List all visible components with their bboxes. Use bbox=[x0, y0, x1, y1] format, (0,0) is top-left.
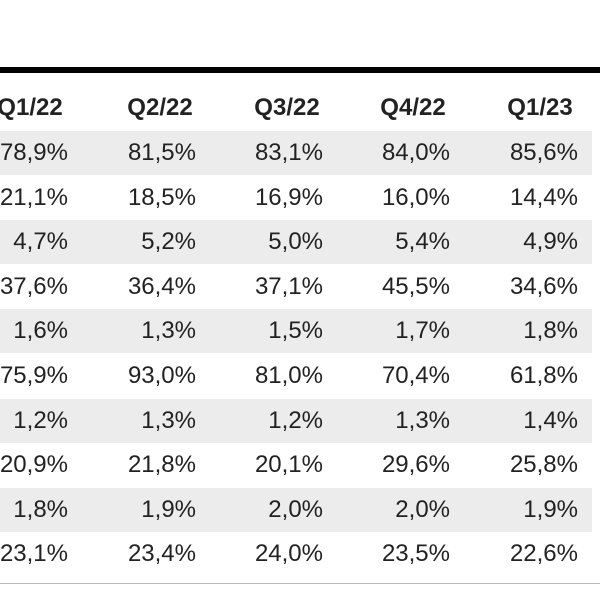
table-cell: 37,6% bbox=[0, 272, 68, 300]
table-cell: 81,5% bbox=[127, 139, 196, 166]
table-cell: 23,5% bbox=[381, 540, 450, 568]
table-cell: 29,6% bbox=[381, 451, 450, 479]
table-cell: 5,4% bbox=[395, 228, 450, 256]
table-cell: 4,7% bbox=[13, 228, 68, 256]
table-cell: 14,4% bbox=[509, 183, 578, 211]
table-cell: 61,8% bbox=[509, 362, 578, 389]
table-cell: 36,4% bbox=[127, 272, 196, 300]
column-header: Q3/22 bbox=[254, 94, 320, 121]
table-cell: 23,4% bbox=[127, 540, 196, 568]
column-header: Q1/22 bbox=[0, 94, 63, 121]
table-cell: 21,8% bbox=[127, 451, 196, 479]
table-cell: 34,6% bbox=[509, 272, 578, 300]
table-cell: 5,2% bbox=[141, 228, 196, 256]
table-cell: 1,3% bbox=[395, 406, 450, 434]
table-cell: 1,3% bbox=[141, 317, 196, 345]
table-cell: 83,1% bbox=[254, 139, 323, 166]
table-cell: 23,1% bbox=[0, 540, 68, 568]
row-band bbox=[0, 309, 592, 354]
top-rule bbox=[0, 67, 600, 73]
table-cell: 1,5% bbox=[268, 317, 323, 345]
table-cell: 20,9% bbox=[0, 451, 68, 479]
column-header: Q4/22 bbox=[380, 94, 446, 121]
table-cell: 16,0% bbox=[381, 183, 450, 211]
table-cell: 20,1% bbox=[254, 451, 323, 479]
column-header: Q1/23 bbox=[507, 94, 573, 121]
row-band bbox=[0, 398, 592, 443]
table-cell: 75,9% bbox=[0, 362, 68, 389]
table-cell: 22,6% bbox=[509, 540, 578, 568]
table-cell: 85,6% bbox=[509, 139, 578, 166]
table-cell: 1,7% bbox=[395, 317, 450, 345]
table-cell: 1,3% bbox=[141, 406, 196, 434]
table-cell: 1,8% bbox=[13, 495, 68, 523]
table-cell: 5,0% bbox=[268, 228, 323, 256]
row-band bbox=[0, 131, 592, 175]
table-cell: 24,0% bbox=[254, 540, 323, 568]
table-cell: 1,2% bbox=[13, 406, 68, 434]
table-cell: 1,8% bbox=[523, 317, 578, 345]
table-cell: 1,9% bbox=[523, 495, 578, 523]
table-cell: 16,9% bbox=[254, 183, 323, 211]
row-band bbox=[0, 220, 592, 265]
table-cell: 4,9% bbox=[523, 228, 578, 256]
table-cell: 78,9% bbox=[0, 139, 68, 166]
column-header: Q2/22 bbox=[127, 94, 193, 121]
table-cell: 1,2% bbox=[268, 406, 323, 434]
table-cell: 37,1% bbox=[254, 272, 323, 300]
table-cell: 2,0% bbox=[268, 495, 323, 523]
table-cell: 2,0% bbox=[395, 495, 450, 523]
table-cell: 70,4% bbox=[381, 362, 450, 389]
table-cell: 93,0% bbox=[127, 362, 196, 389]
table-cell: 1,9% bbox=[141, 495, 196, 523]
row-band bbox=[0, 487, 592, 532]
table-cell: 84,0% bbox=[381, 139, 450, 166]
table-cell: 1,4% bbox=[523, 406, 578, 434]
table-cell: 81,0% bbox=[254, 362, 323, 389]
table-cell: 1,6% bbox=[13, 317, 68, 345]
table-cell: 21,1% bbox=[0, 183, 68, 211]
table-cell: 18,5% bbox=[127, 183, 196, 211]
table-cell: 25,8% bbox=[509, 451, 578, 479]
table-cell: 45,5% bbox=[381, 272, 450, 300]
bottom-rule bbox=[0, 583, 600, 584]
